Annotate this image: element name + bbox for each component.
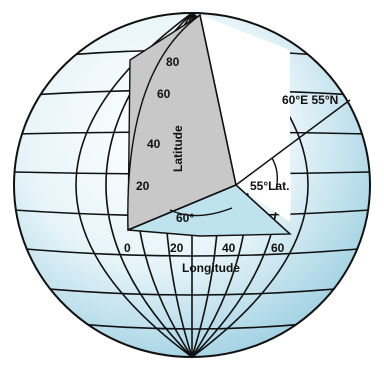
latitude-angle-label: 55°Lat.: [250, 179, 289, 193]
lon-label-20: 20: [170, 241, 184, 255]
longitude-angle-arc: [169, 207, 233, 217]
globe-outline: [13, 12, 371, 358]
lat-label-60: 60: [157, 87, 171, 101]
point-label: 60°E 55°N: [282, 93, 338, 107]
longitude-axis-label: Longitude: [182, 261, 240, 275]
lon-label-60: 60: [271, 241, 285, 255]
lon-label-0: 0: [124, 241, 131, 255]
lat-label-40: 40: [147, 137, 161, 151]
longitude-angle-label: 60°: [176, 211, 194, 225]
lon-label-40: 40: [222, 241, 236, 255]
radius-lines: [127, 14, 351, 235]
lat-label-80: 80: [166, 55, 180, 69]
latitude-angle-arc: [271, 157, 279, 191]
latitude-axis-label: Latitude: [171, 125, 185, 172]
cutaway-latitude-edge: [127, 14, 201, 231]
cutaway-right-face: [200, 15, 291, 222]
lat-label-20: 20: [136, 179, 150, 193]
